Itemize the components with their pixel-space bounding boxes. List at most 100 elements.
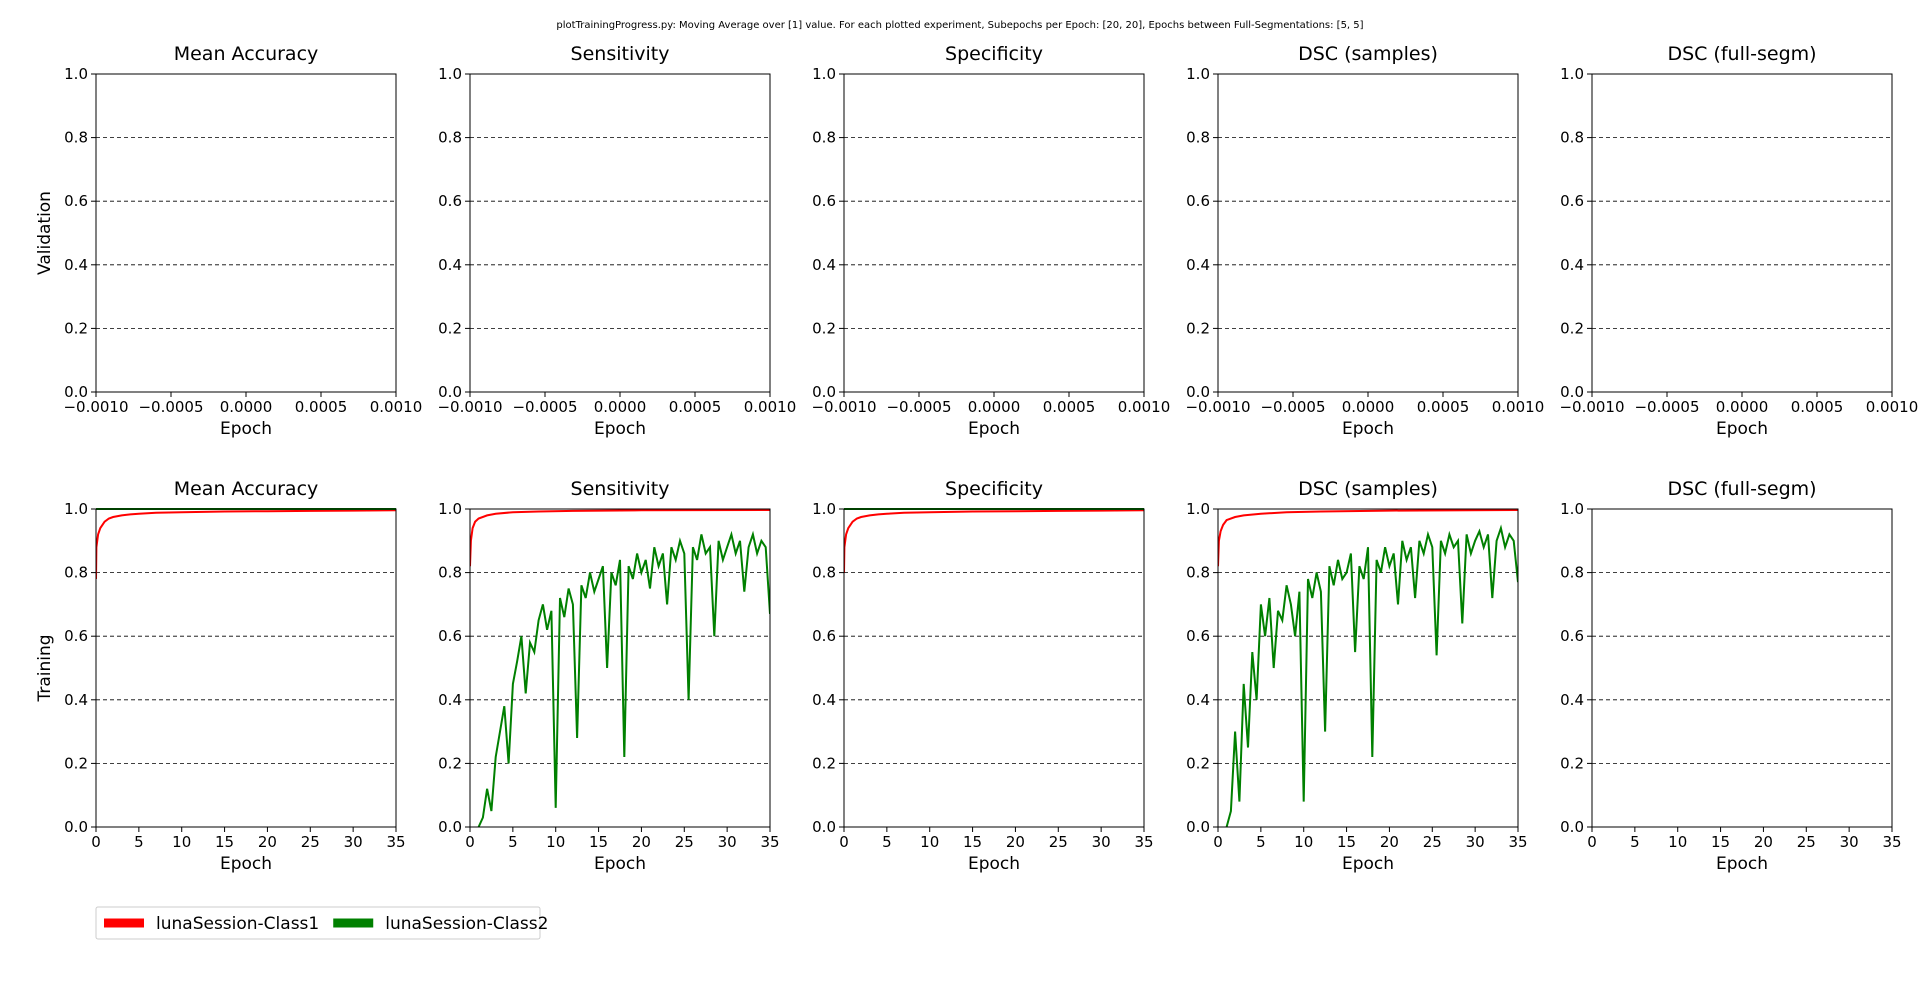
y-tick-label: 0.4 xyxy=(438,691,462,709)
x-tick-label: 0.0005 xyxy=(669,398,722,416)
y-tick-label: 0.2 xyxy=(1560,319,1584,337)
y-tick-label: 0.2 xyxy=(812,754,836,772)
y-tick-label: 0.6 xyxy=(64,627,88,645)
y-tick-label: 0.0 xyxy=(438,818,462,836)
plot-frame xyxy=(469,508,771,828)
x-tick-label: 30 xyxy=(718,833,737,851)
y-tick-label: 0.8 xyxy=(438,564,462,582)
y-tick-label: 0.2 xyxy=(438,319,462,337)
x-tick-label: 0.0010 xyxy=(744,398,797,416)
y-tick-label: 0.6 xyxy=(1186,192,1210,210)
x-tick-label: −0.0010 xyxy=(811,398,876,416)
x-axis-label: Epoch xyxy=(1716,419,1768,439)
x-tick-label: 35 xyxy=(1508,833,1527,851)
y-tick-label: 0.2 xyxy=(1186,319,1210,337)
x-axis-label: Epoch xyxy=(968,419,1020,439)
y-tick-label: 1.0 xyxy=(438,500,462,518)
y-tick-label: 0.0 xyxy=(438,383,462,401)
y-tick-label: 0.6 xyxy=(438,192,462,210)
x-axis-label: Epoch xyxy=(1342,419,1394,439)
subplot-validation-3: 0.0 0.2 0.4 0.6 0.8 1.0 −0.0010 −0.0005 0.0000 0.… xyxy=(811,43,1170,439)
x-tick-label: 10 xyxy=(1668,833,1687,851)
subplot-title: DSC (full-segm) xyxy=(1667,478,1816,500)
x-tick-label: 20 xyxy=(632,833,651,851)
x-tick-label: 20 xyxy=(1754,833,1773,851)
y-tick-label: 1.0 xyxy=(1186,500,1210,518)
subplot-grid: 0.0 0.2 0.4 0.6 0.8 1.0 −0.0010 −0.0005 0.0000 0.… xyxy=(35,43,1918,874)
y-tick-label: 0.4 xyxy=(64,691,88,709)
subplot-title: Sensitivity xyxy=(571,43,670,65)
x-tick-label: 25 xyxy=(1797,833,1816,851)
x-axis-label: Epoch xyxy=(968,854,1020,874)
x-tick-label: −0.0010 xyxy=(1185,398,1250,416)
x-axis-label: Epoch xyxy=(1716,854,1768,874)
x-tick-label: −0.0005 xyxy=(1260,398,1325,416)
y-tick-label: 0.0 xyxy=(1186,383,1210,401)
x-tick-label: 20 xyxy=(1380,833,1399,851)
x-tick-label: 15 xyxy=(215,833,234,851)
x-tick-label: 0.0000 xyxy=(594,398,647,416)
x-tick-label: −0.0010 xyxy=(437,398,502,416)
y-tick-label: 0.0 xyxy=(812,383,836,401)
subplot-title: Specificity xyxy=(945,478,1043,500)
subplot-validation-4: 0.0 0.2 0.4 0.6 0.8 1.0 −0.0010 −0.0005 0.0000 0.… xyxy=(1185,43,1544,439)
x-tick-label: 0 xyxy=(91,833,101,851)
subplot-training-3: 0.0 0.2 0.4 0.6 0.8 1.0 0 5 10 15 20 25 30 35 Specific… xyxy=(812,478,1153,874)
x-tick-label: 25 xyxy=(1423,833,1442,851)
y-tick-label: 0.4 xyxy=(1560,256,1584,274)
y-tick-label: 0.8 xyxy=(1560,129,1584,147)
y-tick-label: 0.4 xyxy=(1186,691,1210,709)
plot-frame xyxy=(95,73,397,393)
series-line-lunaSession-Class1 xyxy=(844,509,1144,573)
plot-frame xyxy=(1217,73,1519,393)
subplot-title: Sensitivity xyxy=(571,478,670,500)
subplot-title: Mean Accuracy xyxy=(174,478,319,500)
plot-frame xyxy=(95,508,397,828)
subplot-title: DSC (full-segm) xyxy=(1667,43,1816,65)
x-tick-label: 5 xyxy=(1256,833,1266,851)
subplot-title: DSC (samples) xyxy=(1298,478,1438,500)
y-tick-label: 0.8 xyxy=(1186,564,1210,582)
legend-box xyxy=(95,906,541,940)
y-tick-label: 0.4 xyxy=(1560,691,1584,709)
x-tick-label: 15 xyxy=(1337,833,1356,851)
y-tick-label: 0.6 xyxy=(812,192,836,210)
x-tick-label: 0.0000 xyxy=(1716,398,1769,416)
subplot-training-1: 0.0 0.2 0.4 0.6 0.8 1.0 0 5 10 15 20 25 30 35 Mean Acc… xyxy=(35,478,406,874)
x-tick-label: 0.0005 xyxy=(1043,398,1096,416)
y-tick-label: 0.6 xyxy=(1560,627,1584,645)
x-tick-label: 15 xyxy=(589,833,608,851)
x-axis-label: Epoch xyxy=(220,854,272,874)
x-tick-label: 10 xyxy=(172,833,191,851)
y-tick-label: 0.2 xyxy=(64,754,88,772)
x-tick-label: 5 xyxy=(508,833,518,851)
x-tick-label: 30 xyxy=(1840,833,1859,851)
y-tick-label: 0.2 xyxy=(438,754,462,772)
y-tick-label: 0.8 xyxy=(1560,564,1584,582)
x-tick-label: −0.0005 xyxy=(138,398,203,416)
y-tick-label: 0.6 xyxy=(438,627,462,645)
x-tick-label: 0.0010 xyxy=(1492,398,1545,416)
plot-frame xyxy=(1591,73,1893,393)
x-tick-label: 10 xyxy=(1294,833,1313,851)
legend-entry-label: lunaSession-Class2 xyxy=(385,914,548,934)
y-tick-label: 0.2 xyxy=(812,319,836,337)
y-tick-label: 0.6 xyxy=(64,192,88,210)
legend: lunaSession-Class1 lunaSession-Class2 xyxy=(95,906,548,940)
y-tick-label: 0.8 xyxy=(438,129,462,147)
y-tick-label: 1.0 xyxy=(812,65,836,83)
x-tick-label: 0 xyxy=(839,833,849,851)
subplot-title: DSC (samples) xyxy=(1298,43,1438,65)
x-tick-label: −0.0010 xyxy=(1559,398,1624,416)
plot-frame xyxy=(843,73,1145,393)
y-tick-label: 0.0 xyxy=(64,818,88,836)
y-tick-label: 0.4 xyxy=(812,256,836,274)
plot-frame xyxy=(1217,508,1519,828)
plot-frame xyxy=(843,508,1145,828)
subplot-validation-1: 0.0 0.2 0.4 0.6 0.8 1.0 −0.0010 −0.0005 0.0000 0.… xyxy=(35,43,422,439)
subplot-training-4: 0.0 0.2 0.4 0.6 0.8 1.0 0 5 10 15 20 25 30 35 DSC (sam… xyxy=(1186,478,1527,874)
y-tick-label: 0.8 xyxy=(64,129,88,147)
x-tick-label: 5 xyxy=(1630,833,1640,851)
x-tick-label: −0.0010 xyxy=(63,398,128,416)
